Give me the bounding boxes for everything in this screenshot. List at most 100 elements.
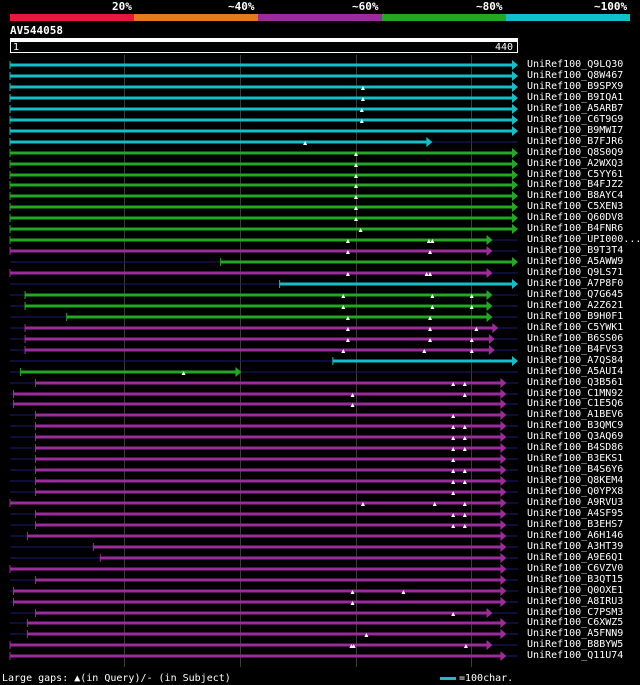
hit-label[interactable]: UniRef100_B8AYC4 <box>527 190 624 201</box>
hit-row[interactable] <box>10 334 518 344</box>
hit-row[interactable] <box>10 345 518 355</box>
hit-row[interactable] <box>10 618 518 628</box>
hit-row[interactable] <box>9 191 518 201</box>
hit-row[interactable] <box>10 454 518 464</box>
hit-label[interactable]: UniRef100_Q9LQ30 <box>527 59 624 70</box>
hit-label[interactable]: UniRef100_Q3AQ69 <box>527 431 624 442</box>
hit-label[interactable]: UniRef100_B7FJR6 <box>527 136 624 147</box>
hit-label[interactable]: UniRef100_A5FNN9 <box>527 628 624 639</box>
hit-row[interactable] <box>10 323 518 333</box>
hit-row[interactable] <box>10 553 518 563</box>
hit-row[interactable] <box>10 443 518 453</box>
hit-label[interactable]: UniRef100_B3EKS1 <box>527 453 624 464</box>
hit-row[interactable] <box>10 399 518 409</box>
hit-row[interactable] <box>10 257 518 267</box>
hit-row[interactable] <box>10 575 518 585</box>
hit-row[interactable] <box>9 564 518 574</box>
hit-row[interactable] <box>10 586 518 596</box>
hit-row[interactable] <box>10 421 518 431</box>
hit-row[interactable] <box>10 476 518 486</box>
hit-row[interactable] <box>10 597 518 607</box>
hit-row[interactable] <box>9 180 518 190</box>
hit-row[interactable] <box>9 224 518 234</box>
hit-label[interactable]: UniRef100_C7PSM3 <box>527 607 624 618</box>
hit-label[interactable]: UniRef100_Q0OXE1 <box>527 585 624 596</box>
hit-row[interactable] <box>9 246 518 256</box>
hit-row[interactable] <box>9 651 518 661</box>
hit-row[interactable] <box>9 126 518 136</box>
hit-row[interactable] <box>10 608 518 618</box>
hit-row[interactable] <box>10 509 518 519</box>
hit-row[interactable] <box>10 520 518 530</box>
hit-row[interactable] <box>9 640 518 650</box>
hit-row[interactable] <box>10 312 518 322</box>
hit-label[interactable]: UniRef100_C1MN92 <box>527 388 624 399</box>
hit-label[interactable]: UniRef100_B8BYW5 <box>527 639 624 650</box>
hit-row[interactable] <box>9 82 518 92</box>
hit-label[interactable]: UniRef100_B9H0F1 <box>527 311 624 322</box>
hit-label[interactable]: UniRef100_B4FNR6 <box>527 223 624 234</box>
hit-label[interactable]: UniRef100_B9T3T4 <box>527 245 624 256</box>
hit-label[interactable]: UniRef100_B4SD86 <box>527 442 624 453</box>
hit-label[interactable]: UniRef100_B3QT15 <box>527 574 624 585</box>
hit-label[interactable]: UniRef100_Q3B561 <box>527 377 624 388</box>
hit-row[interactable] <box>10 279 518 289</box>
hit-label[interactable]: UniRef100_B3QMC9 <box>527 420 624 431</box>
hit-row[interactable] <box>10 389 518 399</box>
hit-label[interactable]: UniRef100_Q60DV8 <box>527 212 624 223</box>
hit-row[interactable] <box>10 356 518 366</box>
hit-label[interactable]: UniRef100_C1E5Q6 <box>527 398 624 409</box>
hit-label[interactable]: UniRef100_A2WXQ3 <box>527 158 624 169</box>
hit-label[interactable]: UniRef100_A2Z621 <box>527 300 624 311</box>
hit-label[interactable]: UniRef100_A5ARB7 <box>527 103 624 114</box>
hit-label[interactable]: UniRef100_Q8S0Q9 <box>527 147 624 158</box>
hit-label[interactable]: UniRef100_C6XWZ5 <box>527 617 624 628</box>
hit-row[interactable] <box>9 170 518 180</box>
hit-row[interactable] <box>9 104 518 114</box>
hit-row[interactable] <box>9 115 518 125</box>
hit-label[interactable]: UniRef100_B9MWI7 <box>527 125 624 136</box>
hit-label[interactable]: UniRef100_Q8KEM4 <box>527 475 624 486</box>
hit-label[interactable]: UniRef100_A1BEV6 <box>527 409 624 420</box>
hit-label[interactable]: UniRef100_A5AWW9 <box>527 256 624 267</box>
hit-label[interactable]: UniRef100_A9RVU3 <box>527 497 624 508</box>
hit-row[interactable] <box>9 213 518 223</box>
hit-label[interactable]: UniRef100_A6H146 <box>527 530 624 541</box>
hit-label[interactable]: UniRef100_A5AUI4 <box>527 366 624 377</box>
hit-row[interactable] <box>9 235 518 245</box>
hit-row[interactable] <box>10 290 518 300</box>
hit-row[interactable] <box>10 432 518 442</box>
hit-row[interactable] <box>10 629 518 639</box>
hit-label[interactable]: UniRef100_B4FVS3 <box>527 344 624 355</box>
hit-row[interactable] <box>9 148 518 158</box>
hit-row[interactable] <box>10 410 518 420</box>
hit-row[interactable] <box>10 465 518 475</box>
hit-label[interactable]: UniRef100_A8IRU3 <box>527 596 624 607</box>
hit-label[interactable]: UniRef100_UPI000... <box>527 234 640 245</box>
hit-label[interactable]: UniRef100_C6VZV0 <box>527 563 624 574</box>
hit-label[interactable]: UniRef100_C6T9G9 <box>527 114 624 125</box>
hit-row[interactable] <box>9 137 518 147</box>
hit-label[interactable]: UniRef100_B9IQA1 <box>527 92 624 103</box>
hit-label[interactable]: UniRef100_B3EHS7 <box>527 519 624 530</box>
hit-label[interactable]: UniRef100_Q11U74 <box>527 650 624 661</box>
hit-label[interactable]: UniRef100_C5XEN3 <box>527 201 624 212</box>
hit-row[interactable] <box>10 487 518 497</box>
hit-row[interactable] <box>9 71 518 81</box>
hit-label[interactable]: UniRef100_A4SF95 <box>527 508 624 519</box>
hit-label[interactable]: UniRef100_A9E6Q1 <box>527 552 624 563</box>
hit-label[interactable]: UniRef100_A3HT39 <box>527 541 624 552</box>
hit-label[interactable]: UniRef100_Q8W467 <box>527 70 624 81</box>
hit-row[interactable] <box>9 498 518 508</box>
hit-row[interactable] <box>9 60 518 70</box>
hit-label[interactable]: UniRef100_C5YY61 <box>527 169 624 180</box>
hit-label[interactable]: UniRef100_Q0YPX8 <box>527 486 624 497</box>
hit-row[interactable] <box>10 531 518 541</box>
hit-row[interactable] <box>10 301 518 311</box>
hit-row[interactable] <box>9 202 518 212</box>
hit-label[interactable]: UniRef100_A7QS84 <box>527 355 624 366</box>
hit-label[interactable]: UniRef100_C5YWK1 <box>527 322 624 333</box>
hit-label[interactable]: UniRef100_B9SPX9 <box>527 81 624 92</box>
hit-row[interactable] <box>10 367 518 377</box>
hit-label[interactable]: UniRef100_A7P8F0 <box>527 278 624 289</box>
